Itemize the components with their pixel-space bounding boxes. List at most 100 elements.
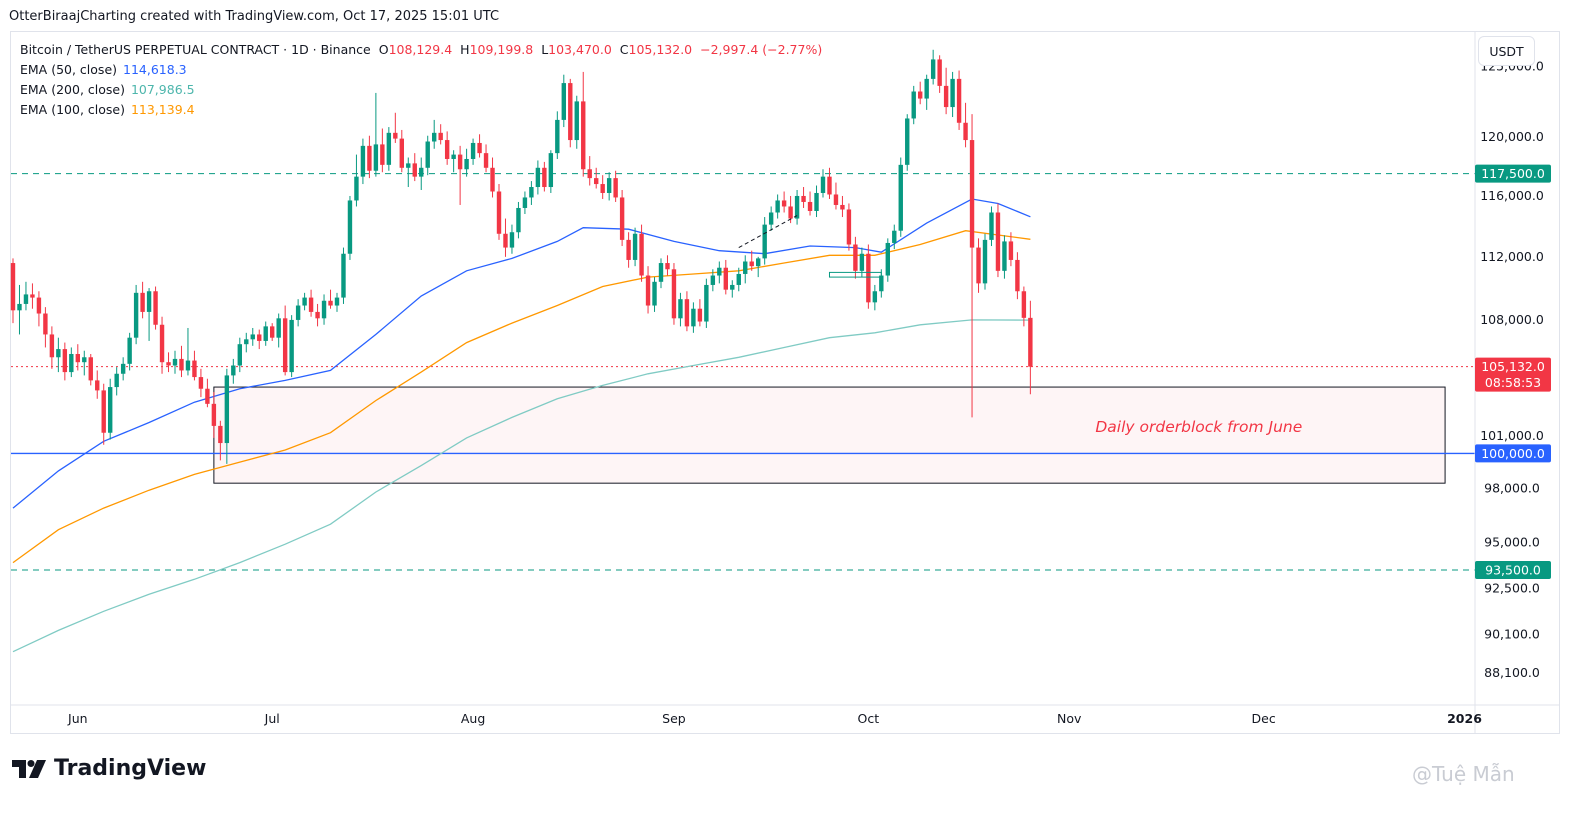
candle-body [153, 291, 158, 325]
candle-body [781, 200, 787, 207]
candle-body [308, 297, 314, 312]
candle-body [632, 233, 638, 260]
candle-body [30, 294, 35, 298]
price-label-bg [1475, 164, 1551, 183]
candle-body [328, 300, 333, 306]
candle-body [1021, 291, 1027, 318]
candle-body [555, 119, 560, 154]
candle-body [425, 141, 430, 168]
candle-body [587, 169, 592, 179]
candle-body [756, 258, 761, 267]
candle-body [665, 263, 670, 270]
candle-body [406, 163, 411, 168]
candle-body [969, 140, 975, 248]
candle-body [470, 142, 476, 159]
candle-body [172, 358, 178, 366]
candle-body [866, 253, 871, 303]
candle-body [1002, 241, 1007, 271]
candle-body [373, 144, 379, 171]
currency-button[interactable]: USDT [1478, 36, 1535, 66]
candle-body [69, 353, 74, 373]
price-label-bg [1475, 444, 1551, 463]
ema100-row[interactable]: EMA (100, close) 113,139.4 [20, 100, 826, 120]
open-label: O [378, 42, 389, 57]
watermark: @Tuệ Mẫn [1412, 762, 1515, 786]
ema200-row[interactable]: EMA (200, close) 107,986.5 [20, 80, 826, 100]
candle-body [775, 200, 780, 213]
candle-body [911, 91, 916, 119]
candle-body [257, 334, 262, 341]
orderblock-label: Daily orderblock from June [1095, 418, 1302, 436]
candle-body [762, 224, 767, 259]
y-tick-label: 95,000.0 [1484, 534, 1540, 549]
candle-body [645, 275, 651, 306]
candle-body [146, 291, 152, 312]
y-tick-label: 98,000.0 [1484, 480, 1540, 495]
candle-body [237, 344, 242, 366]
x-tick-label: Sep [662, 711, 686, 726]
y-tick-label: 116,000.0 [1480, 188, 1544, 203]
y-tick-label: 101,000.0 [1480, 428, 1544, 443]
candle-body [270, 326, 275, 338]
candle-body [205, 388, 210, 404]
ema50-label: EMA (50, close) [20, 62, 118, 77]
x-tick-label: Oct [858, 711, 880, 726]
y-tick-label: 112,000.0 [1480, 249, 1544, 264]
candle-body [263, 326, 268, 341]
candle-body [516, 207, 521, 233]
candle-body [496, 191, 502, 234]
x-tick-label: Aug [461, 711, 485, 726]
ema50-row[interactable]: EMA (50, close) 114,618.3 [20, 60, 826, 80]
candle-body [347, 200, 353, 254]
chart-frame [10, 31, 1560, 734]
close-label: C [619, 42, 629, 57]
candle-body [218, 425, 223, 444]
candle-body [509, 232, 515, 248]
candle-body [62, 349, 68, 373]
price-label-bg [1475, 357, 1551, 392]
candle-body [82, 357, 87, 363]
candle-body [671, 269, 677, 319]
symbol-row[interactable]: Bitcoin / TetherUS PERPETUAL CONTRACT · … [20, 40, 826, 60]
candle-body [652, 281, 657, 306]
y-tick-label: 120,000.0 [1480, 129, 1544, 144]
candle-body [133, 292, 139, 338]
ema100-line [12, 230, 1031, 564]
candle-body [723, 267, 728, 290]
x-tick-label: 2026 [1447, 711, 1482, 726]
candle-body [749, 261, 754, 267]
candle-body [419, 167, 424, 177]
candle-body [626, 239, 631, 260]
symbol-title[interactable]: Bitcoin / TetherUS PERPETUAL CONTRACT · … [20, 42, 371, 57]
candle-body [166, 362, 171, 366]
candle-body [179, 358, 184, 371]
candle-body [43, 313, 48, 335]
candle-body [892, 230, 897, 243]
chart-credit: OtterBiraajCharting created with Trading… [9, 9, 500, 24]
candle-body [49, 334, 55, 358]
change-value: −2,997.4 (−2.77%) [700, 42, 823, 57]
tradingview-brand[interactable]: TradingView [12, 756, 206, 781]
candle-body [334, 297, 340, 306]
candle-body [457, 154, 463, 170]
y-tick-label: 92,500.0 [1484, 581, 1540, 596]
candle-body [684, 299, 690, 327]
candle-body [185, 360, 191, 371]
low-value: 103,470.0 [548, 42, 612, 57]
candle-body [768, 212, 774, 225]
candle-body [827, 176, 832, 195]
candle-body [88, 357, 93, 381]
candle-body [885, 242, 890, 276]
candle-body [743, 261, 748, 274]
candle-body [542, 167, 547, 188]
candle-body [691, 308, 696, 327]
price-label-bg [1475, 561, 1551, 580]
ema100-label: EMA (100, close) [20, 102, 125, 117]
candle-body [17, 303, 22, 311]
candle-body [704, 284, 709, 322]
candle-body [503, 233, 508, 248]
candle-body [295, 305, 301, 320]
candle-body [360, 145, 366, 177]
candle-body [120, 363, 126, 374]
